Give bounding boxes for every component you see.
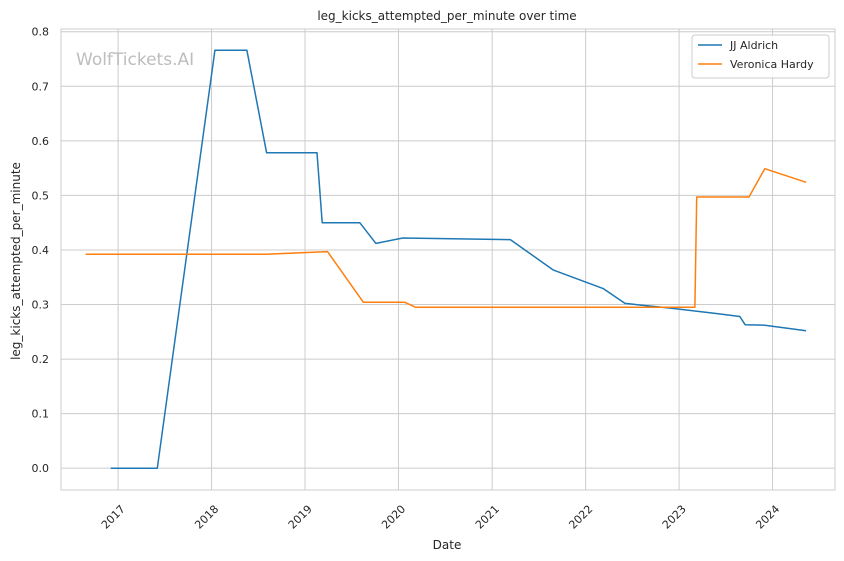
y-tick-label: 0.0	[32, 462, 50, 475]
y-tick-label: 0.1	[32, 408, 50, 421]
y-tick-label: 0.8	[32, 26, 50, 39]
watermark-text: WolfTickets.AI	[76, 50, 194, 70]
plot-frame	[60, 28, 836, 491]
series-line-1	[85, 167, 807, 308]
y-tick-label: 0.5	[32, 189, 50, 202]
y-tick-labels: 0.0 0.1 0.2 0.3 0.4 0.5 0.6 0.7 0.8	[32, 26, 50, 475]
y-tick-label: 0.3	[32, 299, 50, 312]
chart-title: leg_kicks_attempted_per_minute over time	[317, 9, 576, 23]
legend-label-1: Veronica Hardy	[730, 58, 814, 71]
x-axis-label: Date	[433, 538, 462, 552]
y-axis-label: leg_kicks_attempted_per_minute	[9, 162, 23, 360]
y-tick-label: 0.4	[32, 244, 50, 257]
y-tick-label: 0.6	[32, 135, 50, 148]
series-lines	[85, 49, 807, 469]
y-tick-label: 0.2	[32, 353, 50, 366]
legend-label-0: JJ Aldrich	[729, 39, 778, 52]
legend-box	[691, 34, 830, 79]
grid-lines	[61, 29, 835, 490]
y-tick-label: 0.7	[32, 80, 50, 93]
series-line-0	[110, 49, 807, 469]
legend: JJ Aldrich Veronica Hardy	[691, 34, 830, 79]
